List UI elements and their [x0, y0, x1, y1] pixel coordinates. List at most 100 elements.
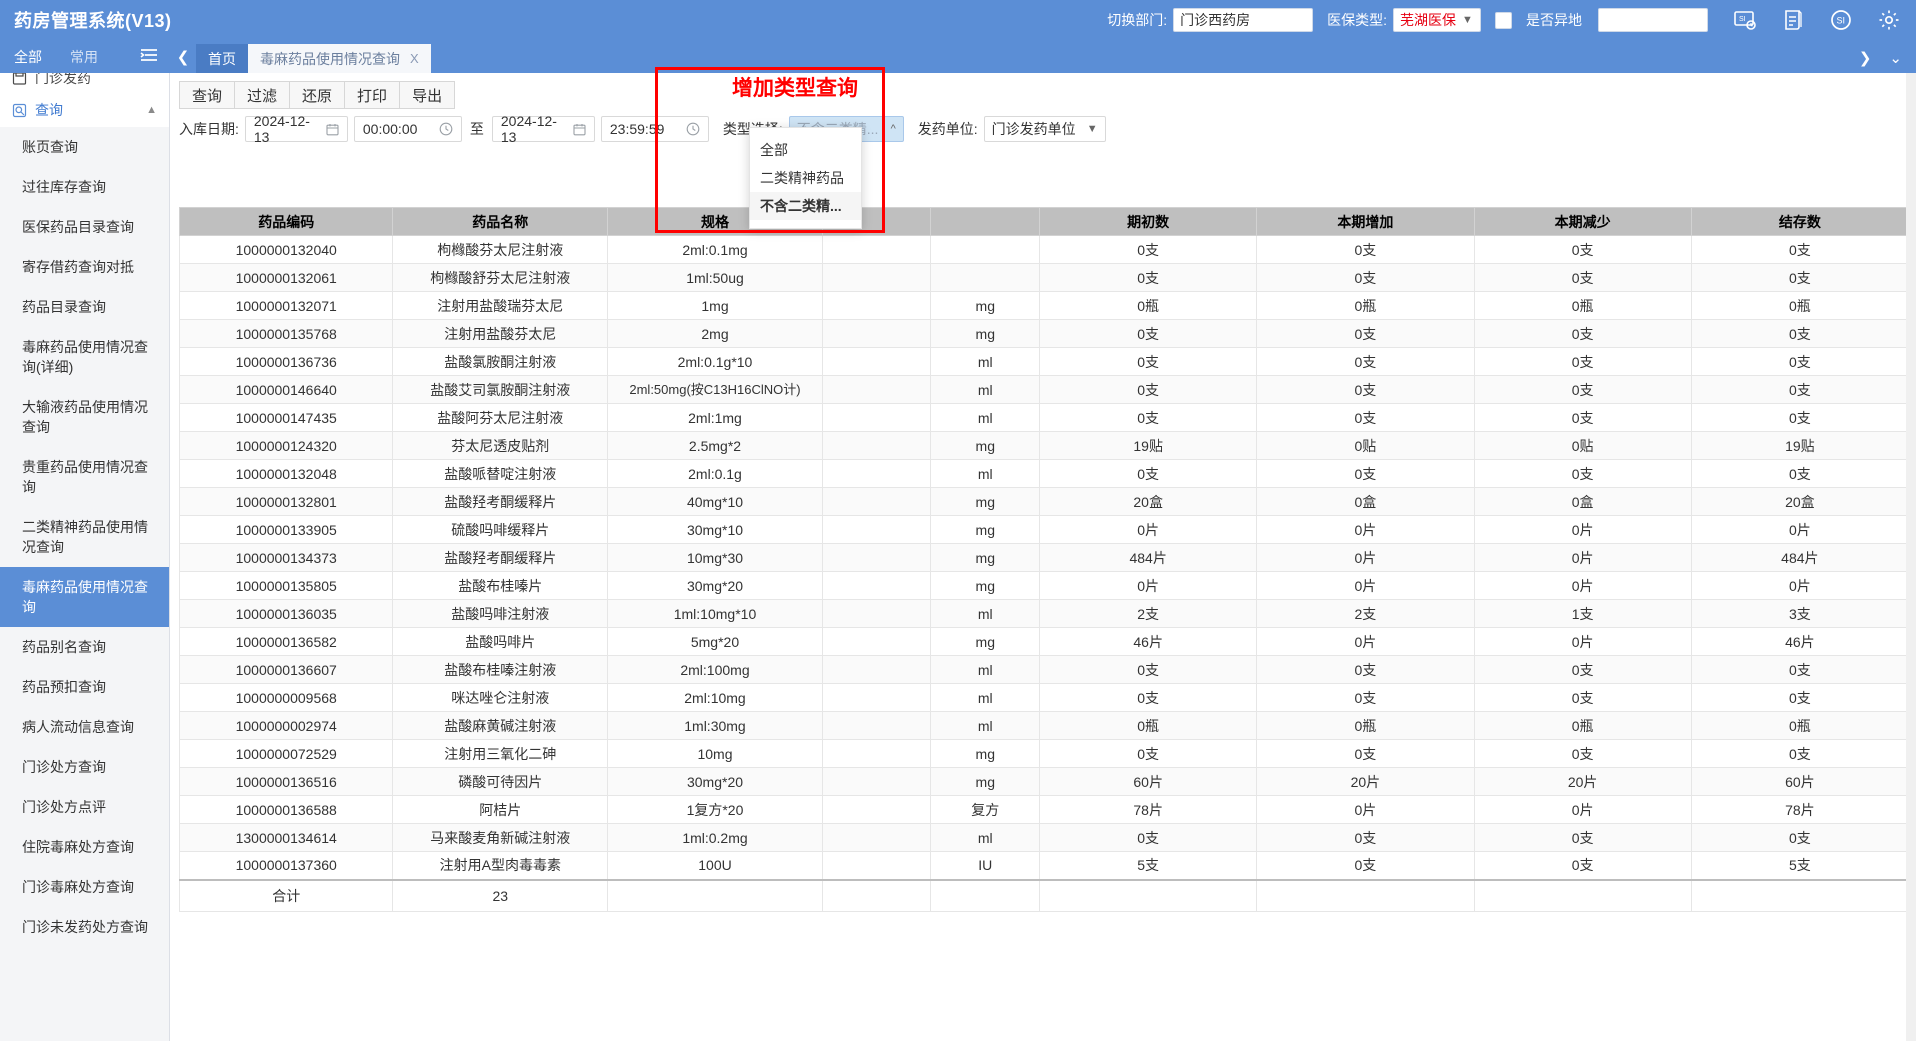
- table-row[interactable]: 1000000136582 盐酸吗啡片 5mg*20 mg 46片 0片 0片 46片: [178, 627, 1910, 656]
- table-column-header[interactable]: 本期增加: [1256, 207, 1475, 236]
- time-to-input[interactable]: 23:59:59: [600, 116, 709, 142]
- menu-collapse-icon[interactable]: [140, 48, 158, 65]
- date-from-input[interactable]: 2024-12-13: [244, 113, 348, 145]
- dispense-unit-select[interactable]: 门诊发药单位 ▼: [983, 116, 1106, 142]
- table-row[interactable]: 1000000146640 盐酸艾司氯胺酮注射液 2ml:50mg(按C13H16C…: [178, 375, 1910, 404]
- date-to-input[interactable]: 2024-12-13: [491, 113, 595, 145]
- sidebar-item[interactable]: 大输液药品使用情况查询: [0, 387, 169, 447]
- query-button[interactable]: 查询: [179, 81, 235, 109]
- table-row[interactable]: 1000000124320 芬太尼透皮贴剂 2.5mg*2 mg 19贴 0贴 0贴 19贴: [178, 431, 1910, 460]
- table-cell: 0支: [1473, 739, 1692, 768]
- table-row[interactable]: 1000000136588 阿桔片 1复方*20 复方 78片 0片 0片 78片: [178, 795, 1910, 824]
- table-row[interactable]: 1000000135768 注射用盐酸芬太尼 2mg mg 0支 0支 0支 0支: [178, 319, 1910, 348]
- table-column-header[interactable]: 药品编码: [178, 207, 394, 236]
- sidebar-item[interactable]: 门诊毒麻处方查询: [0, 867, 169, 907]
- sidebar-item[interactable]: 病人流动信息查询: [0, 707, 169, 747]
- table-row[interactable]: 1000000135805 盐酸布桂嗪片 30mg*20 mg 0片 0片 0片 0片: [178, 571, 1910, 600]
- sidebar-item[interactable]: 住院毒麻处方查询: [0, 827, 169, 867]
- close-icon[interactable]: X: [410, 51, 419, 66]
- table-row[interactable]: 1000000132801 盐酸羟考酮缓释片 40mg*10 mg 20盒 0盒 0盒 20盒: [178, 487, 1910, 516]
- table-cell: 马来酸麦角新碱注射液: [392, 823, 609, 852]
- sidebar-item[interactable]: 寄存借药查询对抵: [0, 247, 169, 287]
- table-row[interactable]: 1000000137360 注射用A型肉毒毒素 100U IU 5支 0支 0支 5支: [178, 851, 1910, 880]
- sidebar-item[interactable]: 过往库存查询: [0, 167, 169, 207]
- sidebar-header: 全部 常用: [0, 40, 170, 73]
- chevron-down-icon[interactable]: ⌄: [1889, 50, 1902, 67]
- table-row[interactable]: 1000000132071 注射用盐酸瑞芬太尼 1mg mg 0瓶 0瓶 0瓶 0瓶: [178, 291, 1910, 320]
- si-receipt-icon[interactable]: [1782, 9, 1804, 31]
- sidebar-item[interactable]: 药品目录查询: [0, 287, 169, 327]
- table-row[interactable]: 1000000134373 盐酸羟考酮缓释片 10mg*30 mg 484片 0片 0片 48…: [178, 543, 1910, 572]
- table-cell: 0瓶: [1256, 291, 1475, 320]
- table-row[interactable]: 1000000009568 咪达唑仑注射液 2ml:10mg ml 0支 0支 0支 0支: [178, 683, 1910, 712]
- print-button[interactable]: 打印: [344, 81, 400, 109]
- table-cell: [821, 739, 932, 768]
- tab-home[interactable]: 首页: [196, 44, 248, 73]
- table-column-header[interactable]: 药品名称: [392, 207, 609, 236]
- table-row[interactable]: 1000000132061 枸橼酸舒芬太尼注射液 1ml:50ug 0支 0支 0支 0支: [178, 263, 1910, 292]
- table-row[interactable]: 1000000133905 硫酸吗啡缓释片 30mg*10 mg 0片 0片 0片 0片: [178, 515, 1910, 544]
- table-row[interactable]: 1000000147435 盐酸阿芬太尼注射液 2ml:1mg ml 0支 0支 0支 0支: [178, 403, 1910, 432]
- sidebar-item[interactable]: 账页查询: [0, 127, 169, 167]
- table-row[interactable]: 1000000136607 盐酸布桂嗪注射液 2ml:100mg ml 0支 0支 0支 0支: [178, 655, 1910, 684]
- table-column-header[interactable]: 本期减少: [1473, 207, 1692, 236]
- insurance-type-select[interactable]: 芜湖医保 ▼: [1393, 8, 1481, 32]
- sidebar-tab-common[interactable]: 常用: [70, 48, 98, 65]
- sidebar-group-query[interactable]: 查询 ▲: [0, 93, 169, 127]
- table-cell: 1000000136736: [178, 347, 394, 376]
- tab-scroll-left-icon[interactable]: ❮: [176, 48, 190, 66]
- si-circle-icon[interactable]: SI: [1830, 9, 1852, 31]
- sidebar-item[interactable]: 药品别名查询: [0, 627, 169, 667]
- table-cell: 20片: [1473, 767, 1692, 796]
- gear-icon[interactable]: [1878, 9, 1900, 31]
- sidebar-item[interactable]: 二类精神药品使用情况查询: [0, 507, 169, 567]
- table-column-header[interactable]: [930, 207, 1041, 236]
- type-select-dropdown[interactable]: 全部二类精神药品不含二类精...: [749, 127, 862, 229]
- table-column-header[interactable]: 结存数: [1690, 207, 1910, 236]
- sidebar-item[interactable]: 门诊未发药处方查询: [0, 907, 169, 947]
- department-input[interactable]: 门诊西药房: [1173, 8, 1314, 32]
- table-cell: 0支: [1690, 235, 1910, 264]
- sidebar-item[interactable]: 贵重药品使用情况查询: [0, 447, 169, 507]
- tab-active[interactable]: 毒麻药品使用情况查询 X: [248, 44, 431, 73]
- header-right-controls: 切换部门: 门诊西药房 医保类型: 芜湖医保 ▼ 是否异地 SI SI: [1093, 0, 1916, 40]
- sidebar-tab-all[interactable]: 全部: [14, 48, 42, 65]
- dropdown-option[interactable]: 不含二类精...: [750, 192, 861, 220]
- table-row[interactable]: 1000000132048 盐酸哌替啶注射液 2ml:0.1g ml 0支 0支 0支 0支: [178, 459, 1910, 488]
- table-row[interactable]: 1000000136516 磷酸可待因片 30mg*20 mg 60片 20片 20片 60片: [178, 767, 1910, 796]
- sidebar-item[interactable]: 门诊处方查询: [0, 747, 169, 787]
- restore-button[interactable]: 还原: [289, 81, 345, 109]
- table-cell: ml: [930, 711, 1041, 740]
- footer-total-cell: [821, 878, 932, 912]
- table-cell: 0支: [1039, 263, 1258, 292]
- sidebar-item[interactable]: 毒麻药品使用情况查询: [0, 567, 169, 627]
- remote-input[interactable]: [1598, 8, 1708, 32]
- table-column-header[interactable]: 期初数: [1039, 207, 1258, 236]
- sidebar-item[interactable]: 医保药品目录查询: [0, 207, 169, 247]
- si-card-icon[interactable]: SI: [1734, 10, 1756, 30]
- table-cell: 0支: [1256, 459, 1475, 488]
- filter-button[interactable]: 过滤: [234, 81, 290, 109]
- table-row[interactable]: 1000000002974 盐酸麻黄碱注射液 1ml:30mg ml 0瓶 0瓶 0瓶 0瓶: [178, 711, 1910, 740]
- table-row[interactable]: 1000000132040 枸橼酸芬太尼注射液 2ml:0.1mg 0支 0支 0支 0支: [178, 235, 1910, 264]
- dropdown-option[interactable]: 全部: [760, 142, 788, 158]
- table-cell: 1ml:0.2mg: [607, 823, 823, 852]
- table-row[interactable]: 1000000072529 注射用三氧化二砷 10mg mg 0支 0支 0支 0支: [178, 739, 1910, 768]
- sidebar-item[interactable]: 毒麻药品使用情况查询(详细): [0, 327, 169, 387]
- table-row[interactable]: 1300000134614 马来酸麦角新碱注射液 1ml:0.2mg ml 0支 0支 0支…: [178, 823, 1910, 852]
- table-row[interactable]: 1000000136736 盐酸氯胺酮注射液 2ml:0.1g*10 ml 0支 0支 0支…: [178, 347, 1910, 376]
- table-row[interactable]: 1000000136035 盐酸吗啡注射液 1ml:10mg*10 ml 2支 2支 1支 3…: [178, 599, 1910, 628]
- table-cell: 1ml:10mg*10: [607, 599, 823, 628]
- dropdown-option[interactable]: 二类精神药品: [760, 170, 844, 186]
- remote-checkbox[interactable]: [1495, 11, 1512, 29]
- tab-scroll-right-icon[interactable]: ❯: [1858, 50, 1872, 67]
- table-cell: 0支: [1473, 655, 1692, 684]
- table-cell: 78片: [1039, 795, 1258, 824]
- sidebar-item[interactable]: 药品预扣查询: [0, 667, 169, 707]
- vertical-scrollbar[interactable]: [1906, 73, 1916, 1041]
- sidebar-group-dispense-partial[interactable]: 门诊发药: [0, 73, 169, 93]
- time-from-input[interactable]: 00:00:00: [353, 116, 462, 142]
- export-button[interactable]: 导出: [399, 81, 456, 109]
- sidebar-item[interactable]: 门诊处方点评: [0, 787, 169, 827]
- table-cell: 0支: [1690, 655, 1910, 684]
